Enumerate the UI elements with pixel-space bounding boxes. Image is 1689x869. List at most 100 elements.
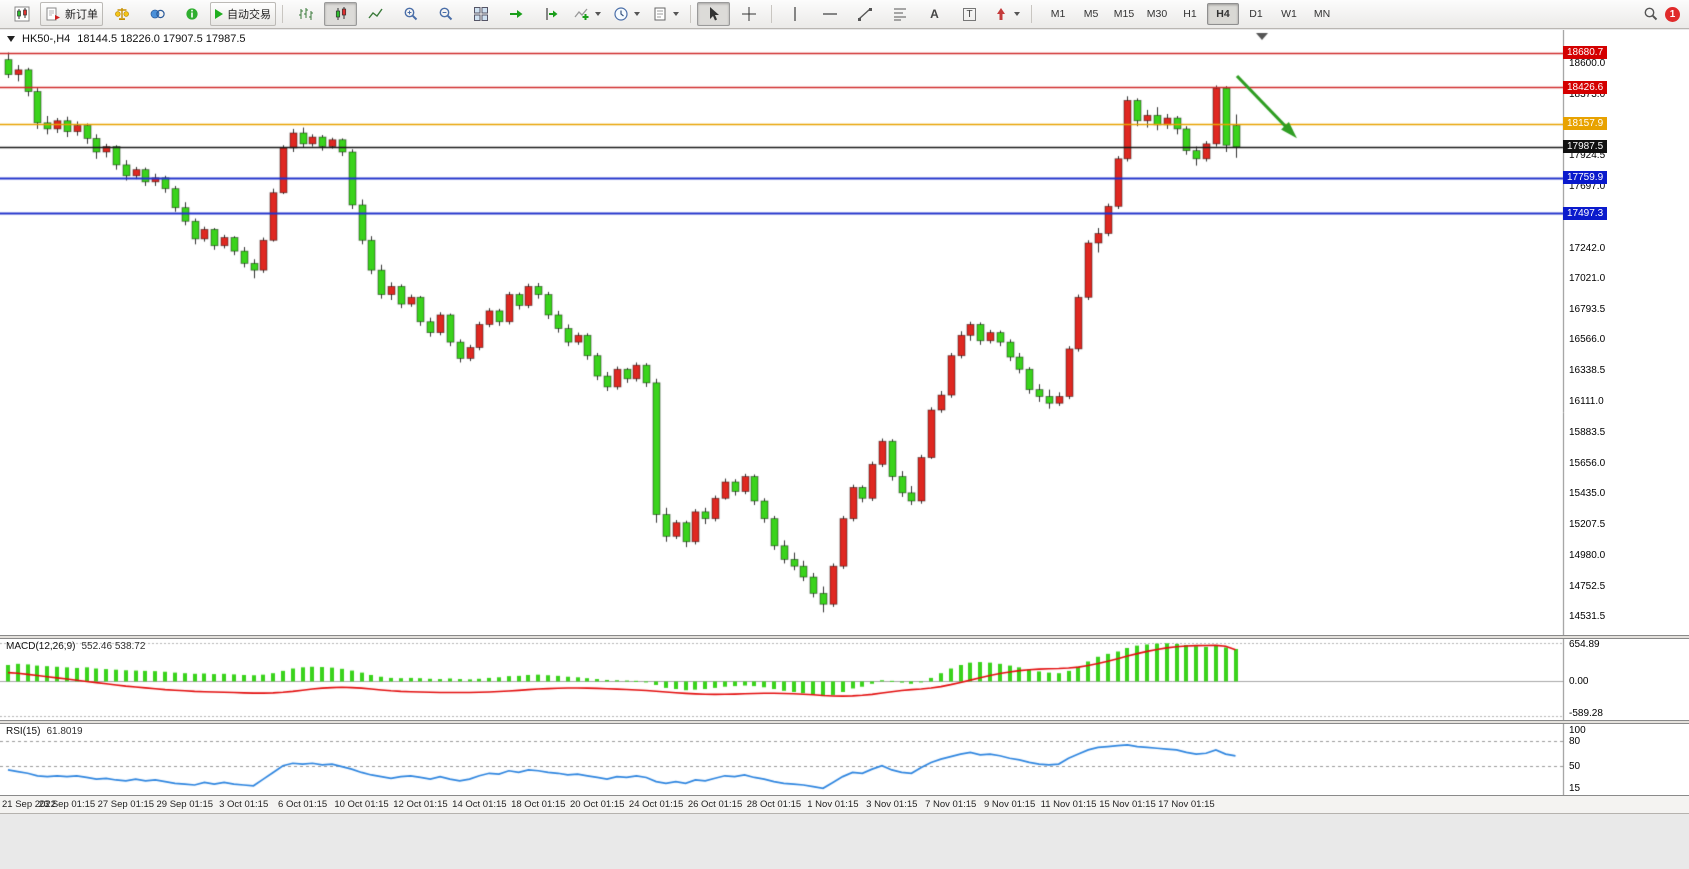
price-axis-label: 14980.0 [1569, 549, 1606, 561]
zoom-in-icon [404, 7, 417, 21]
rsi-axis-label: 50 [1569, 760, 1581, 772]
chart-canvas[interactable] [0, 30, 1689, 795]
window-bottom-area [0, 813, 1689, 869]
timeframe-button-M30[interactable]: M30 [1146, 8, 1168, 20]
fibonacci-tool-button[interactable] [883, 2, 916, 26]
line-chart-button[interactable] [359, 2, 392, 26]
zoom-in-button[interactable] [394, 2, 427, 26]
time-axis-label: 11 Nov 01:15 [1040, 799, 1097, 810]
cursor-button[interactable] [697, 2, 730, 26]
time-axis-label: 6 Oct 01:15 [278, 799, 328, 810]
template-icon [654, 7, 666, 21]
panel-separator[interactable] [0, 635, 1689, 639]
shapes-tool-button[interactable] [988, 2, 1025, 26]
price-axis[interactable]: 18600.0 18373.0 17924.5 17697.0 17242.0 17021… [1563, 30, 1689, 795]
rsi-axis-label: 80 [1569, 735, 1581, 747]
clock-icon [614, 7, 628, 21]
indicators-icon [574, 8, 589, 20]
notification-badge[interactable]: 1 [1665, 6, 1680, 22]
price-badge: 18680.7 [1563, 46, 1608, 60]
candlestick-chart-icon [335, 7, 346, 20]
toolbar-right-tools: 1 [1643, 6, 1684, 22]
time-axis-label: 17 Nov 01:15 [1158, 799, 1215, 810]
auto-scroll-button[interactable] [499, 2, 532, 26]
time-axis[interactable]: 21 Sep 2022 23 Sep 01:15 27 Sep 01:15 29 Se… [0, 795, 1689, 813]
tile-windows-icon [473, 7, 488, 21]
chart-shift-button[interactable] [534, 2, 567, 26]
macd-axis-label: 0.00 [1569, 676, 1589, 688]
vertical-line-tool-button[interactable] [778, 2, 811, 26]
timeframe-button-M15[interactable]: M15 [1113, 8, 1135, 20]
cursor-icon [709, 7, 719, 21]
periods-caret-icon [634, 12, 640, 16]
shapes-caret-icon [1014, 12, 1020, 16]
timeframe-button-M5[interactable]: M5 [1083, 8, 1099, 20]
auto-trading-icon [215, 9, 223, 19]
timeframe-button-H1[interactable]: H1 [1183, 8, 1197, 20]
horizontal-line-icon [822, 13, 837, 15]
toolbar-separator [771, 5, 772, 23]
new-chart-button[interactable] [5, 2, 38, 26]
metaeditor-button[interactable] [105, 2, 138, 26]
toolbar: 新订单 自动交易 A T M1 M5 M15 M30 H1 H4 D1 W1 MN 1 [0, 0, 1689, 29]
candlestick-chart-button[interactable] [324, 2, 357, 26]
trendline-tool-button[interactable] [848, 2, 881, 26]
time-axis-label: 26 Oct 01:15 [687, 799, 743, 810]
horizontal-line-tool-button[interactable] [813, 2, 846, 26]
indicators-button[interactable] [569, 2, 606, 26]
time-axis-label: 10 Oct 01:15 [334, 799, 389, 810]
time-axis-label: 21 Sep 2022 [2, 799, 56, 810]
market-depth-button[interactable] [140, 2, 173, 26]
crosshair-button[interactable] [732, 2, 765, 26]
bar-chart-button[interactable] [289, 2, 322, 26]
toolbar-separator [282, 5, 283, 23]
price-axis-label: 16111.0 [1569, 396, 1604, 408]
price-axis-label: 17924.5 [1569, 149, 1606, 161]
auto-trading-button[interactable]: 自动交易 [210, 2, 276, 26]
price-axis-label: 15207.5 [1569, 518, 1606, 530]
timeframe-button-H4[interactable]: H4 [1207, 3, 1239, 25]
timeframe-button-M1[interactable]: M1 [1050, 8, 1066, 20]
zoom-out-icon [439, 7, 452, 21]
time-axis-label: 29 Sep 01:15 [156, 799, 214, 810]
label-tool-button[interactable]: T [953, 2, 986, 26]
chart-header: HK50-,H4 18144.5 18226.0 17907.5 17987.5 [7, 33, 246, 45]
price-axis-label: 14531.5 [1569, 610, 1606, 622]
price-axis-label: 16338.5 [1569, 365, 1606, 377]
price-badge: 17497.3 [1563, 206, 1608, 220]
price-axis-label: 15435.0 [1569, 488, 1606, 500]
tile-windows-button[interactable] [464, 2, 497, 26]
search-icon[interactable] [1643, 6, 1659, 22]
price-axis-label: 18373.0 [1569, 89, 1606, 101]
rsi-axis-label: 100 [1569, 725, 1586, 736]
timeframe-button-W1[interactable]: W1 [1281, 8, 1297, 20]
price-axis-label: 16793.5 [1569, 303, 1606, 315]
scales-icon [114, 8, 129, 20]
timeframe-group: M1 M5 M15 M30 H1 H4 D1 W1 MN [1042, 3, 1338, 25]
new-order-button[interactable]: 新订单 [40, 2, 103, 26]
time-axis-label: 14 Oct 01:15 [452, 799, 507, 810]
trendline-icon [857, 8, 872, 21]
zoom-out-button[interactable] [429, 2, 462, 26]
price-axis-label: 15883.5 [1569, 427, 1606, 439]
text-tool-icon: A [930, 7, 939, 21]
community-button[interactable] [175, 2, 208, 26]
timeframe-button-MN[interactable]: MN [1313, 8, 1331, 20]
text-tool-button[interactable]: A [918, 2, 951, 26]
line-chart-icon [367, 8, 383, 19]
collapse-icon[interactable] [7, 36, 15, 42]
new-order-label: 新订单 [65, 9, 98, 21]
info-icon [185, 8, 198, 20]
chart-shift-icon [545, 8, 557, 20]
periods-button[interactable] [608, 2, 645, 26]
vertical-line-icon [793, 7, 796, 21]
rsi-values: 61.8019 [46, 726, 83, 737]
time-axis-label: 3 Nov 01:15 [866, 799, 918, 810]
ohlc-values: 18144.5 18226.0 17907.5 17987.5 [77, 33, 246, 45]
timeframe-button-D1[interactable]: D1 [1249, 8, 1263, 20]
templates-button[interactable] [647, 2, 684, 26]
price-badge: 17759.9 [1563, 171, 1608, 185]
panel-separator[interactable] [0, 720, 1689, 724]
macd-indicator-label: MACD(12,26,9) 552.46 538.72 [6, 641, 145, 652]
time-axis-label: 7 Nov 01:15 [925, 799, 977, 810]
